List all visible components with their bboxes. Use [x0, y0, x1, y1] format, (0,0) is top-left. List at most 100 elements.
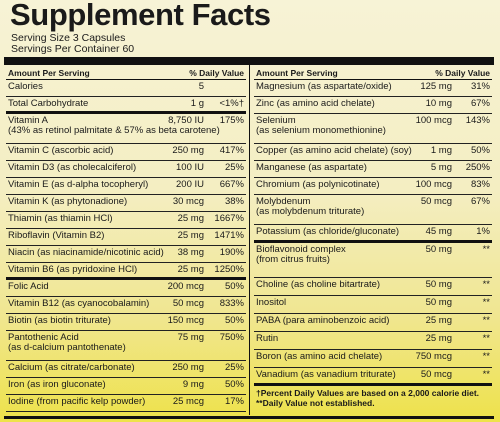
- nutrient-daily-value: 31%: [470, 81, 490, 92]
- nutrient-amount: 125 mg: [420, 81, 452, 92]
- nutrient-row: Potassium (as chloride/gluconate) 45 mg 1%: [254, 225, 492, 243]
- nutrient-name: Rutin: [256, 333, 279, 344]
- nutrient-name: Vitamin K (as phytonadione): [8, 196, 128, 207]
- nutrient-row: Manganese (as aspartate) 5 mg 250%: [254, 161, 492, 178]
- nutrient-name: Magnesium (as aspartate/oxide): [256, 81, 392, 92]
- amount-per-serving-heading: Amount Per Serving: [256, 68, 338, 78]
- nutrient-name: Vitamin E (as d-alpha tocopheryl): [8, 179, 149, 190]
- nutrient-daily-value: 750%: [219, 332, 244, 343]
- footnote-not-established: **Daily Value not established.: [256, 398, 375, 408]
- serving-size: Serving Size 3 Capsules: [11, 32, 126, 44]
- nutrient-daily-value: 1250%: [214, 264, 244, 275]
- nutrient-daily-value: 417%: [219, 145, 244, 156]
- nutrient-daily-value: 1667%: [214, 213, 244, 224]
- nutrient-amount: 25 mcg: [172, 396, 204, 407]
- nutrient-amount: 50 mcg: [420, 369, 452, 380]
- nutrient-name: Copper (as amino acid chelate) (soy): [256, 145, 412, 156]
- nutrient-name: Potassium (as chloride/gluconate): [256, 226, 400, 237]
- nutrient-daily-value: 83%: [470, 179, 490, 190]
- nutrient-amount: 9 mg: [182, 379, 204, 390]
- nutrient-row: Vitamin A (43% as retinol palmitate & 57%…: [6, 114, 246, 144]
- nutrient-row: Biotin (as biotin triturate) 150 mcg 50%: [6, 314, 246, 331]
- nutrient-name: Vitamin B6 (as pyridoxine HCl): [8, 264, 138, 275]
- nutrient-daily-value: **: [482, 351, 490, 362]
- nutrient-source-detail: (from citrus fruits): [256, 254, 330, 265]
- nutrient-amount: 200 IU: [176, 179, 204, 190]
- nutrient-row: Rutin 25 mg **: [254, 332, 492, 350]
- nutrient-daily-value: 1%: [476, 226, 490, 237]
- nutrient-name: Thiamin (as thiamin HCl): [8, 213, 113, 224]
- nutrient-name: Calories: [8, 81, 43, 92]
- nutrient-daily-value: 67%: [470, 98, 490, 109]
- nutrient-name: Iodine (from pacific kelp powder): [8, 396, 146, 407]
- nutrient-row: Magnesium (as aspartate/oxide) 125 mg 31%: [254, 80, 492, 97]
- nutrient-amount: 75 mg: [177, 332, 204, 343]
- nutrient-daily-value: 67%: [470, 196, 490, 207]
- nutrient-daily-value: **: [482, 315, 490, 326]
- nutrient-row: Folic Acid 200 mcg 50%: [6, 280, 246, 297]
- nutrient-daily-value: 50%: [224, 379, 244, 390]
- nutrient-name: Calcium (as citrate/carbonate): [8, 362, 135, 373]
- nutrient-amount: 50 mg: [425, 297, 452, 308]
- nutrient-row: Total Carbohydrate 1 g <1%†: [6, 97, 246, 114]
- left-column-header: Amount Per Serving % Daily Value: [6, 66, 246, 80]
- nutrient-row: Vitamin D3 (as cholecalciferol) 100 IU 25%: [6, 161, 246, 178]
- right-column-header: Amount Per Serving % Daily Value: [254, 66, 492, 80]
- nutrient-row: Iodine (from pacific kelp powder) 25 mcg 1…: [6, 395, 246, 412]
- nutrient-name: Iron (as iron gluconate): [8, 379, 106, 390]
- nutrient-amount: 50 mg: [425, 244, 452, 255]
- nutrient-name: Biotin (as biotin triturate): [8, 315, 111, 326]
- nutrient-daily-value: 25%: [224, 362, 244, 373]
- nutrient-amount: 100 mcg: [415, 179, 452, 190]
- amount-per-serving-heading: Amount Per Serving: [8, 68, 90, 78]
- nutrient-name: Total Carbohydrate: [8, 98, 89, 109]
- nutrient-row: Selenium (as selenium monomethionine) 100 …: [254, 114, 492, 144]
- nutrient-amount: 25 mg: [177, 213, 204, 224]
- nutrient-amount: 5: [198, 81, 204, 92]
- nutrient-name: Molybdenum: [256, 196, 311, 207]
- nutrient-name: Selenium: [256, 115, 296, 126]
- nutrient-amount: 25 mg: [425, 333, 452, 344]
- nutrient-daily-value: 50%: [470, 145, 490, 156]
- nutrient-row: Iron (as iron gluconate) 9 mg 50%: [6, 378, 246, 395]
- nutrient-name: Zinc (as amino acid chelate): [256, 98, 375, 109]
- nutrient-amount: 200 mcg: [167, 281, 204, 292]
- nutrient-name: Niacin (as niacinamide/nicotinic acid): [8, 247, 164, 258]
- nutrient-source-detail: (as d-calcium pantothenate): [8, 342, 126, 353]
- nutrient-row: Thiamin (as thiamin HCl) 25 mg 1667%: [6, 212, 246, 229]
- nutrient-name: Choline (as choline bitartrate): [256, 279, 381, 290]
- nutrient-daily-value: **: [482, 297, 490, 308]
- nutrient-amount: 10 mg: [425, 98, 452, 109]
- nutrient-row: Pantothenic Acid (as d-calcium pantothena…: [6, 331, 246, 361]
- footnote-daily-value-basis: †Percent Daily Values are based on a 2,0…: [256, 388, 480, 398]
- nutrient-row: Vitamin K (as phytonadione) 30 mcg 38%: [6, 195, 246, 212]
- nutrient-amount: 150 mcg: [167, 315, 204, 326]
- nutrient-row: Vanadium (as vanadium triturate) 50 mcg **: [254, 368, 492, 386]
- nutrient-daily-value: **: [482, 369, 490, 380]
- nutrient-daily-value: 250%: [465, 162, 490, 173]
- nutrient-row: Vitamin B12 (as cyanocobalamin) 50 mcg 833…: [6, 297, 246, 314]
- bottom-divider-bar: [4, 416, 494, 419]
- nutrient-name: Manganese (as aspartate): [256, 162, 367, 173]
- supplement-facts-label: Supplement Facts Serving Size 3 Capsules…: [4, 0, 496, 422]
- nutrient-daily-value: 25%: [224, 162, 244, 173]
- nutrient-source-detail: (as molybdenum triturate): [256, 206, 365, 217]
- nutrient-daily-value: **: [482, 279, 490, 290]
- nutrient-row: Copper (as amino acid chelate) (soy) 1 mg…: [254, 144, 492, 161]
- nutrient-row: Inositol 50 mg **: [254, 296, 492, 314]
- nutrient-daily-value: **: [482, 333, 490, 344]
- nutrient-row: Vitamin E (as d-alpha tocopheryl) 200 IU 6…: [6, 178, 246, 195]
- nutrient-daily-value: 175%: [219, 115, 244, 126]
- nutrient-amount: 1 g: [190, 98, 204, 109]
- nutrient-name: Chromium (as polynicotinate): [256, 179, 380, 190]
- nutrient-amount: 30 mcg: [172, 196, 204, 207]
- nutrient-row: Vitamin C (ascorbic acid) 250 mg 417%: [6, 144, 246, 161]
- nutrient-row: Boron (as amino acid chelate) 750 mcg **: [254, 350, 492, 368]
- nutrient-amount: 38 mg: [177, 247, 204, 258]
- label-title: Supplement Facts: [10, 0, 271, 32]
- nutrient-name: Folic Acid: [8, 281, 49, 292]
- nutrient-row: Niacin (as niacinamide/nicotinic acid) 38…: [6, 246, 246, 263]
- nutrient-row: Molybdenum (as molybdenum triturate) 50 mc…: [254, 195, 492, 225]
- nutrient-amount: 25 mg: [425, 315, 452, 326]
- nutrient-daily-value: <1%†: [219, 98, 244, 109]
